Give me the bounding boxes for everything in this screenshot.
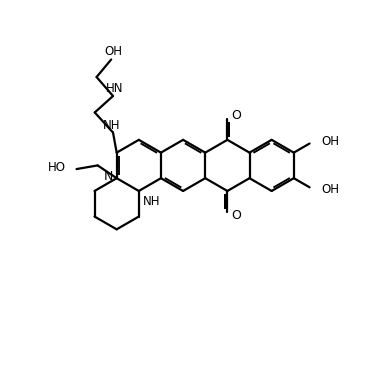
Text: OH: OH <box>322 135 340 148</box>
Text: HN: HN <box>106 82 124 95</box>
Text: HO: HO <box>47 161 66 174</box>
Text: O: O <box>231 209 241 222</box>
Text: NH: NH <box>102 119 120 132</box>
Text: OH: OH <box>104 45 122 58</box>
Text: OH: OH <box>322 183 340 196</box>
Text: O: O <box>231 108 241 122</box>
Text: NH: NH <box>143 196 161 209</box>
Text: N: N <box>104 170 113 183</box>
